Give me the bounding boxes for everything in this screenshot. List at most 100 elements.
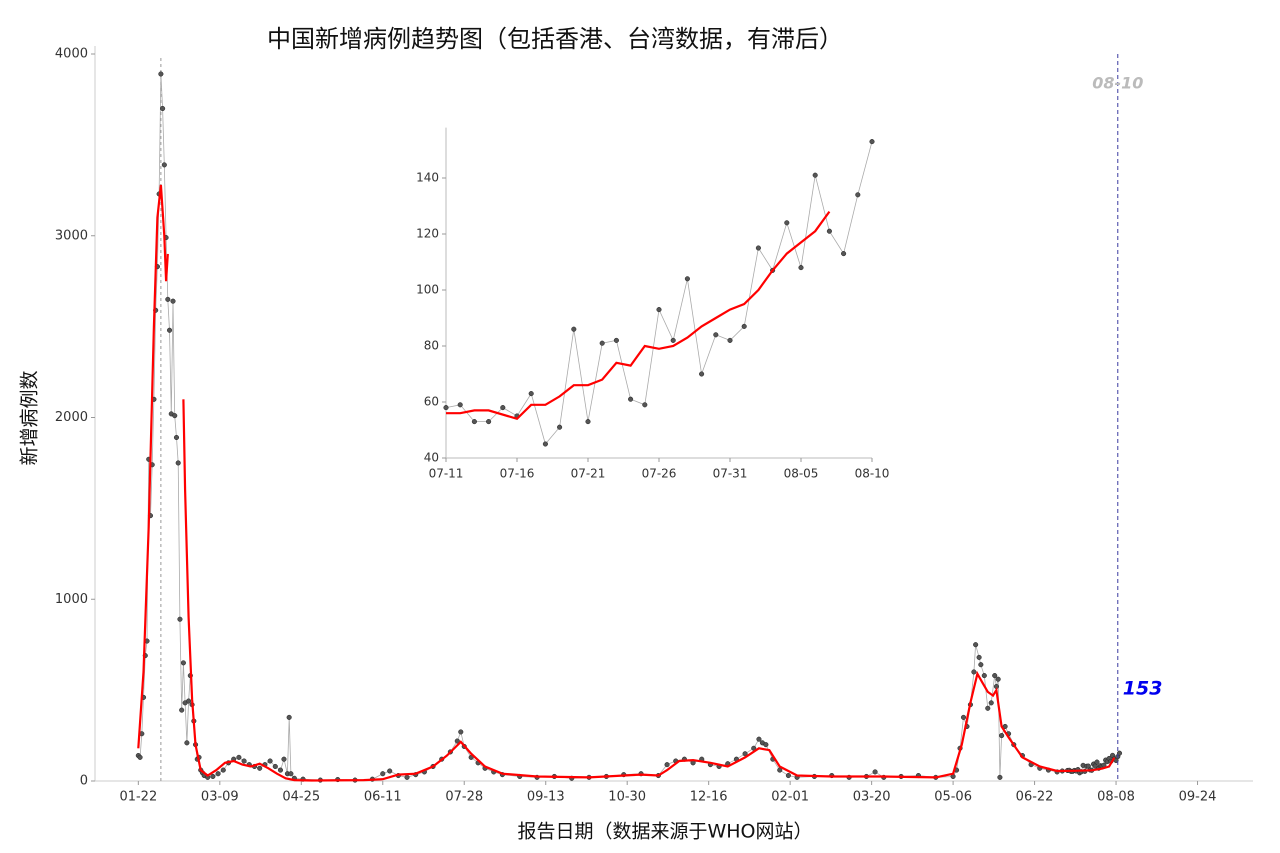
data-point <box>184 740 190 746</box>
data-point <box>161 162 167 168</box>
data-point <box>457 402 463 408</box>
data-point <box>165 296 171 302</box>
y-tick-label: 40 <box>424 451 439 465</box>
end-date-label: 08-10 <box>1092 74 1143 93</box>
data-point <box>170 298 176 304</box>
data-point <box>613 337 619 343</box>
data-point <box>471 419 477 425</box>
data-point <box>670 337 676 343</box>
data-point <box>220 767 226 773</box>
data-point <box>763 742 769 748</box>
data-point <box>785 772 791 779</box>
chart-title: 中国新增病例趋势图（包括香港、台湾数据，有滞后） <box>267 25 843 53</box>
data-point <box>175 460 181 466</box>
data-point <box>960 714 967 720</box>
data-point <box>995 676 1001 682</box>
data-point <box>215 771 221 777</box>
data-point <box>281 756 287 762</box>
x-tick-label: 06-22 <box>1016 790 1054 805</box>
data-point <box>1116 750 1123 756</box>
data-point <box>742 751 748 757</box>
data-point <box>997 774 1003 780</box>
x-tick-label: 04-25 <box>282 790 320 805</box>
data-point <box>458 729 464 735</box>
data-point <box>166 327 173 333</box>
data-point <box>158 71 164 77</box>
data-point <box>172 413 178 419</box>
smooth-line <box>446 210 831 421</box>
data-point <box>277 767 284 773</box>
data-point <box>755 245 761 251</box>
data-point <box>971 669 977 675</box>
x-tick-label: 07-11 <box>429 467 464 481</box>
data-point <box>454 738 460 744</box>
data-point <box>267 758 273 764</box>
data-point <box>756 736 762 742</box>
x-tick-label: 01-22 <box>119 790 157 805</box>
y-tick-label: 100 <box>416 283 439 297</box>
data-point <box>826 228 832 234</box>
data-point <box>404 774 410 780</box>
data-point <box>812 172 818 178</box>
data-point <box>286 714 292 720</box>
x-tick-label: 08-10 <box>855 467 890 481</box>
data-point <box>988 700 994 706</box>
data-point <box>486 419 492 425</box>
y-tick-label: 80 <box>424 339 439 353</box>
data-point <box>180 660 186 666</box>
data-point <box>976 654 982 660</box>
data-point <box>241 758 247 764</box>
data-point <box>443 405 449 411</box>
x-tick-label: 09-24 <box>1179 790 1217 805</box>
data-point <box>272 763 278 770</box>
data-point <box>288 771 294 777</box>
x-tick-label: 12-16 <box>690 790 728 805</box>
data-point <box>628 396 634 402</box>
data-point <box>571 326 577 332</box>
data-point <box>642 402 648 408</box>
data-point <box>872 769 878 775</box>
data-point <box>992 673 998 679</box>
data-point <box>869 139 875 145</box>
x-tick-label: 03-09 <box>201 790 239 805</box>
data-point <box>177 616 183 622</box>
y-tick-label: 4000 <box>55 47 88 62</box>
data-point <box>985 705 991 711</box>
x-tick-label: 05-06 <box>934 790 972 805</box>
data-point <box>599 340 605 346</box>
x-tick-label: 02-01 <box>771 790 809 805</box>
data-point <box>236 754 242 760</box>
data-point <box>210 773 216 780</box>
raw-line <box>138 73 1120 781</box>
data-point <box>784 220 790 226</box>
data-point <box>713 332 719 338</box>
data-point <box>557 424 563 430</box>
y-tick-label: 140 <box>416 171 439 185</box>
data-point <box>981 673 987 679</box>
data-point <box>699 371 705 377</box>
data-point <box>855 192 861 198</box>
x-tick-label: 08-05 <box>784 467 819 481</box>
data-point <box>380 771 386 777</box>
data-point <box>973 642 979 648</box>
data-point <box>257 765 263 771</box>
data-point <box>741 323 747 329</box>
data-point <box>179 707 185 713</box>
x-tick-label: 03-20 <box>853 790 891 805</box>
data-point <box>500 405 506 411</box>
data-point <box>585 419 591 425</box>
x-tick-label: 07-31 <box>713 467 748 481</box>
x-tick-label: 10-30 <box>608 790 646 805</box>
data-point <box>978 662 984 668</box>
x-tick-label: 07-21 <box>571 467 606 481</box>
data-point <box>542 441 548 447</box>
data-point <box>1094 759 1100 765</box>
data-point <box>160 105 166 112</box>
data-point <box>528 391 534 397</box>
data-point <box>777 767 783 773</box>
y-axis-label: 新增病例数 <box>19 370 41 465</box>
y-tick-label: 3000 <box>55 228 88 243</box>
raw-line <box>445 141 873 445</box>
y-tick-label: 2000 <box>55 410 88 425</box>
